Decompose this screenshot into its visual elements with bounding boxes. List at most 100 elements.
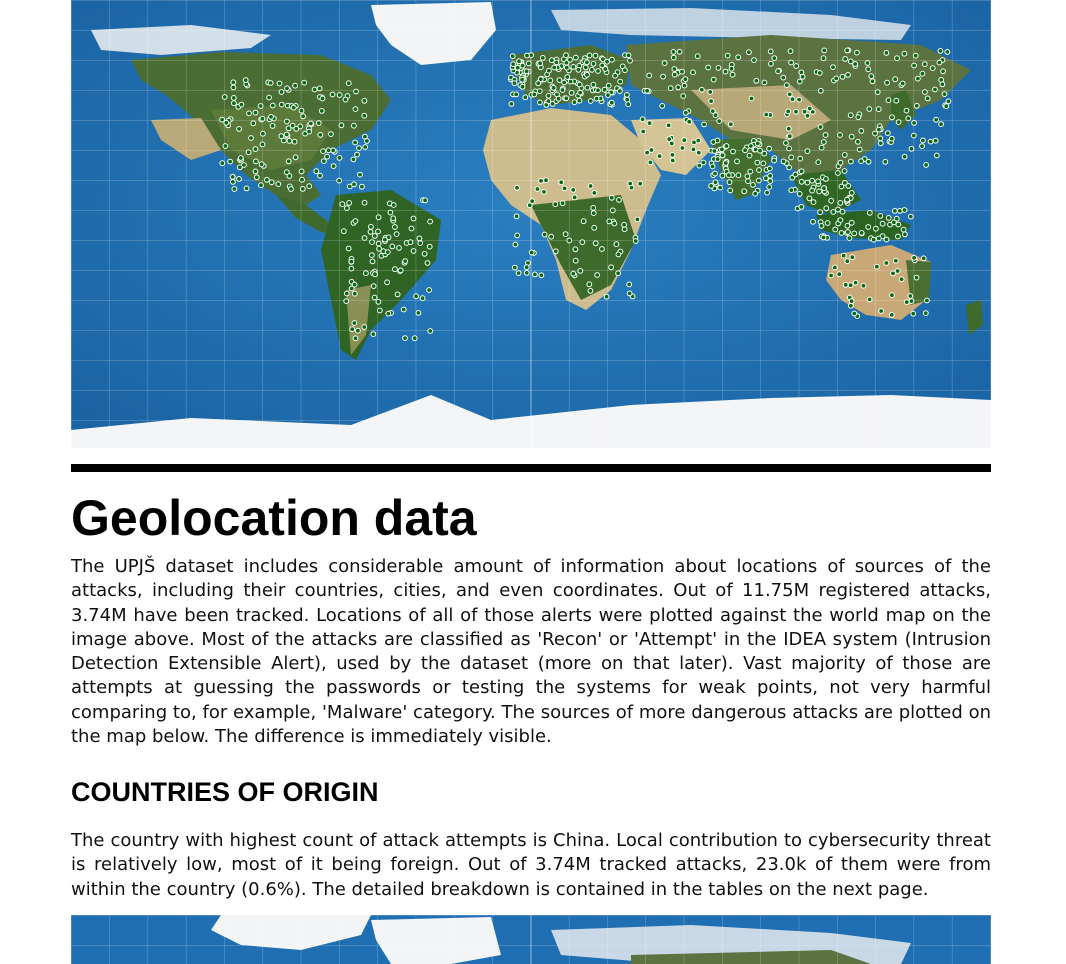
attack-marker [352,139,359,146]
attack-marker [328,131,334,138]
attack-marker [298,168,305,175]
attack-marker [343,298,350,305]
attack-marker [375,298,382,305]
attack-marker [724,52,731,59]
attack-marker [415,310,422,316]
attack-marker [842,56,849,62]
attack-marker [839,208,846,215]
attack-marker [269,102,276,109]
attack-marker [840,252,847,259]
attack-marker [576,81,583,88]
attack-marker [289,122,296,129]
attack-marker [894,268,901,274]
attack-marker [845,72,851,78]
attack-marker [219,160,226,167]
attack-marker [895,119,902,125]
attack-marker [285,158,292,165]
attack-marker [514,184,520,191]
attack-marker [878,308,885,314]
attack-marker [223,119,230,126]
attack-marker [895,233,901,240]
attack-marker [259,115,266,122]
attack-marker [561,185,568,192]
attack-marker [290,104,297,111]
attack-marker [898,276,905,283]
attack-marker [745,178,751,185]
attack-marker [625,52,632,59]
attack-marker [599,62,606,69]
attack-marker [820,234,827,241]
attack-marker [648,147,655,153]
attack-marker [258,161,265,168]
attack-marker [562,231,569,238]
attack-marker [900,226,907,233]
attack-marker [865,224,872,230]
attack-marker [616,88,623,94]
attack-marker [667,85,674,92]
attack-marker [847,282,854,289]
attack-marker [644,87,650,94]
attack-marker [711,148,718,154]
attack-marker [771,55,778,61]
attack-marker [421,250,428,257]
attack-marker [735,54,742,61]
attack-marker [796,96,802,103]
attack-marker [865,66,872,73]
attack-marker [786,91,793,98]
attack-marker [252,168,259,175]
attack-marker [238,101,245,108]
attack-marker [712,170,718,177]
attack-marker [785,125,792,132]
attack-marker [722,160,729,166]
attack-marker [709,163,716,170]
attack-marker [730,148,736,155]
attack-marker [582,64,589,71]
attack-marker [356,145,362,152]
attack-marker [671,66,678,72]
attack-marker [612,72,618,79]
attack-marker [892,208,898,214]
attack-marker [361,97,368,104]
attack-marker [851,310,858,317]
attack-marker [708,98,714,104]
attack-marker [564,74,571,80]
attack-marker [260,130,266,137]
attack-marker [932,137,939,144]
attack-marker [538,178,544,184]
attack-marker [872,130,878,137]
attack-marker [877,135,884,142]
attack-marker [278,89,285,95]
attack-marker [336,177,343,184]
attack-marker [514,64,521,71]
attack-marker [798,168,805,175]
attack-marker [866,296,873,303]
attack-marker [275,181,282,188]
attack-marker [361,324,368,330]
attack-marker [299,186,306,192]
attack-marker [756,167,762,173]
attack-marker [768,60,774,67]
attack-marker [348,258,355,265]
world-map-attacks-figure [71,0,991,448]
attack-marker [519,76,526,83]
attack-marker [400,306,407,313]
attack-marker [905,115,912,122]
attack-marker [858,128,865,134]
attack-marker [632,238,639,244]
attack-marker [830,64,836,70]
attack-marker [788,154,795,161]
attack-marker [676,48,683,55]
attack-marker [624,92,630,98]
attack-marker [912,52,919,59]
attack-marker [943,103,950,110]
attack-marker [746,49,752,56]
attack-marker [848,190,855,196]
attack-marker [278,133,285,140]
attack-marker [385,310,392,317]
attack-marker [570,64,577,70]
attack-marker [587,183,594,189]
attack-marker [370,331,377,338]
attack-marker [816,188,822,195]
attack-marker [944,49,951,55]
attack-marker [362,144,369,150]
